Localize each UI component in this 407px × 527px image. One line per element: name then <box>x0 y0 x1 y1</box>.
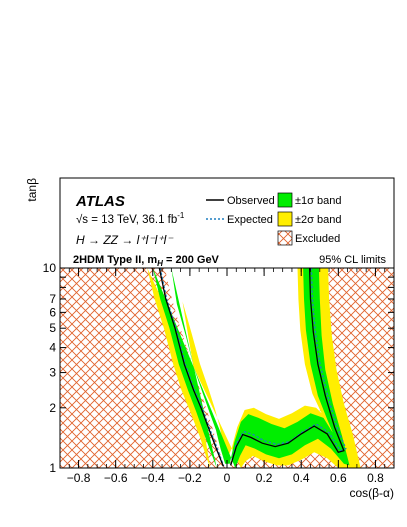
y-tick-label: 1 <box>49 461 56 475</box>
legend-expected-label: Expected <box>227 214 273 226</box>
expected-curve-left <box>159 268 225 467</box>
legend-band2-label: ±2σ band <box>295 214 341 226</box>
y-tick-label: 10 <box>43 261 57 275</box>
legend-observed-label: Observed <box>227 195 275 207</box>
energy-lumi-label: √s = 13 TeV, 36.1 fb-1 <box>76 211 185 226</box>
excluded-region-right <box>228 268 394 468</box>
model-subscript: H <box>157 259 163 268</box>
x-tick-label: 0.4 <box>293 471 310 485</box>
model-mass: = 200 GeV <box>163 254 220 266</box>
legend-excluded-label: Excluded <box>295 233 340 245</box>
y-tick-label: 7 <box>49 292 56 306</box>
y-tick-label: 4 <box>49 341 56 355</box>
observed-curve-right <box>230 268 345 466</box>
y-tick-label: 5 <box>49 321 56 335</box>
x-tick-label: −0.4 <box>141 471 165 485</box>
excluded-region-left <box>60 268 226 468</box>
legend-band2-swatch <box>277 211 293 227</box>
x-tick-label: 0.8 <box>367 471 384 485</box>
x-tick-label: 0.2 <box>256 471 273 485</box>
atlas-label: ATLAS <box>75 193 125 210</box>
plot-area <box>60 268 394 468</box>
y-tick-label: 3 <box>49 366 56 380</box>
cl-label: 95% CL limits <box>319 254 386 266</box>
process-label: H → ZZ → l⁺l⁻l⁺l⁻ <box>76 233 174 247</box>
x-axis-title: cos(β-α) <box>349 486 394 500</box>
x-tick-label: −0.2 <box>178 471 202 485</box>
y-axis-title: tanβ <box>25 178 39 202</box>
energy-text: √s = 13 TeV, 36.1 fb <box>76 213 177 226</box>
header-box <box>59 177 395 269</box>
legend-band1-label: ±1σ band <box>295 195 341 207</box>
y-tick-label: 2 <box>49 401 56 415</box>
observed-curve-left <box>158 268 224 467</box>
legend-excluded-swatch <box>277 230 293 246</box>
model-label: 2HDM Type II, mH = 200 GeV <box>73 254 220 268</box>
lumi-superscript: -1 <box>177 211 185 220</box>
model-text: 2HDM Type II, m <box>73 254 157 266</box>
x-tick-label: 0 <box>224 471 231 485</box>
band-1sigma <box>152 268 350 468</box>
y-tick-label: 6 <box>49 305 56 319</box>
x-tick-label: 0.6 <box>330 471 347 485</box>
legend-band1-swatch <box>277 192 293 208</box>
axes: −0.8 −0.6 −0.4 −0.2 0 0.2 0.4 0.6 0.8 1 2 3 4 5 67 10 <box>43 261 395 485</box>
x-tick-label: −0.8 <box>67 471 91 485</box>
x-tick-label: −0.6 <box>104 471 128 485</box>
expected-curve-right <box>230 268 347 465</box>
